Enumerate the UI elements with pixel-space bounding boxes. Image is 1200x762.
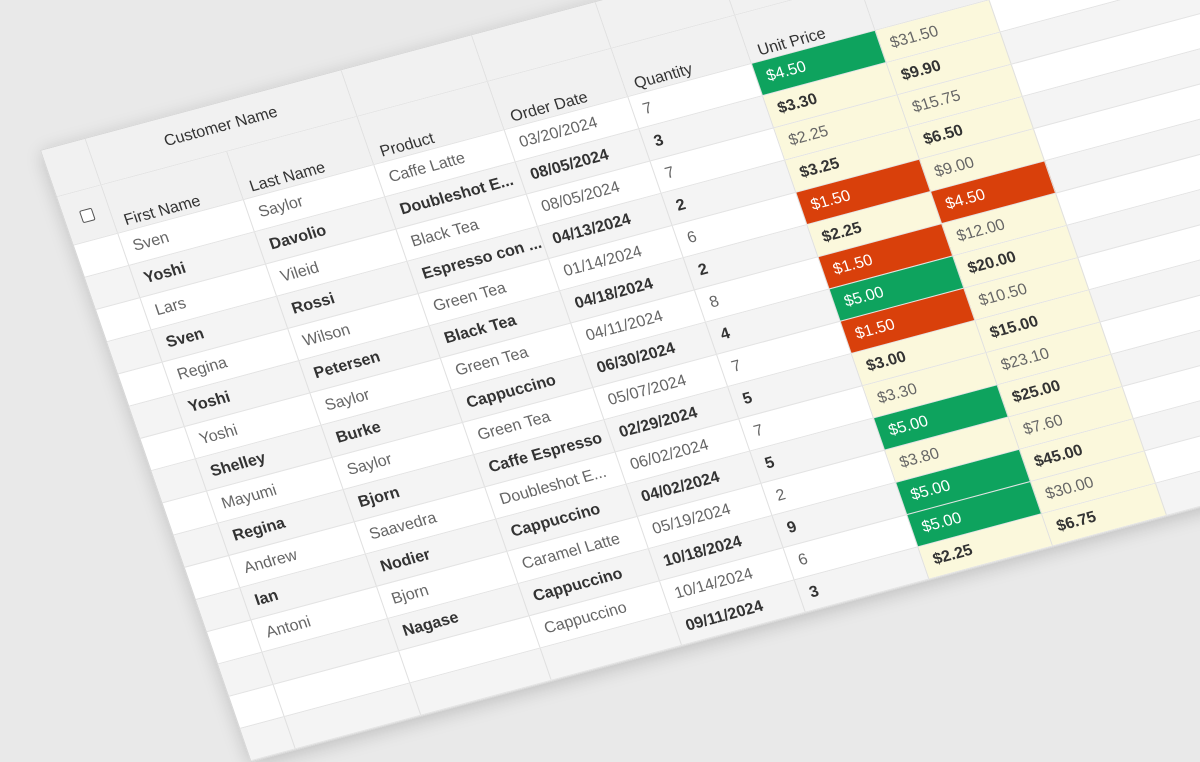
- checkbox[interactable]: [78, 207, 96, 223]
- data-grid: Customer Name First Name Last Name Product…: [40, 0, 1200, 762]
- page: Customer Name First Name Last Name Product…: [40, 0, 1200, 762]
